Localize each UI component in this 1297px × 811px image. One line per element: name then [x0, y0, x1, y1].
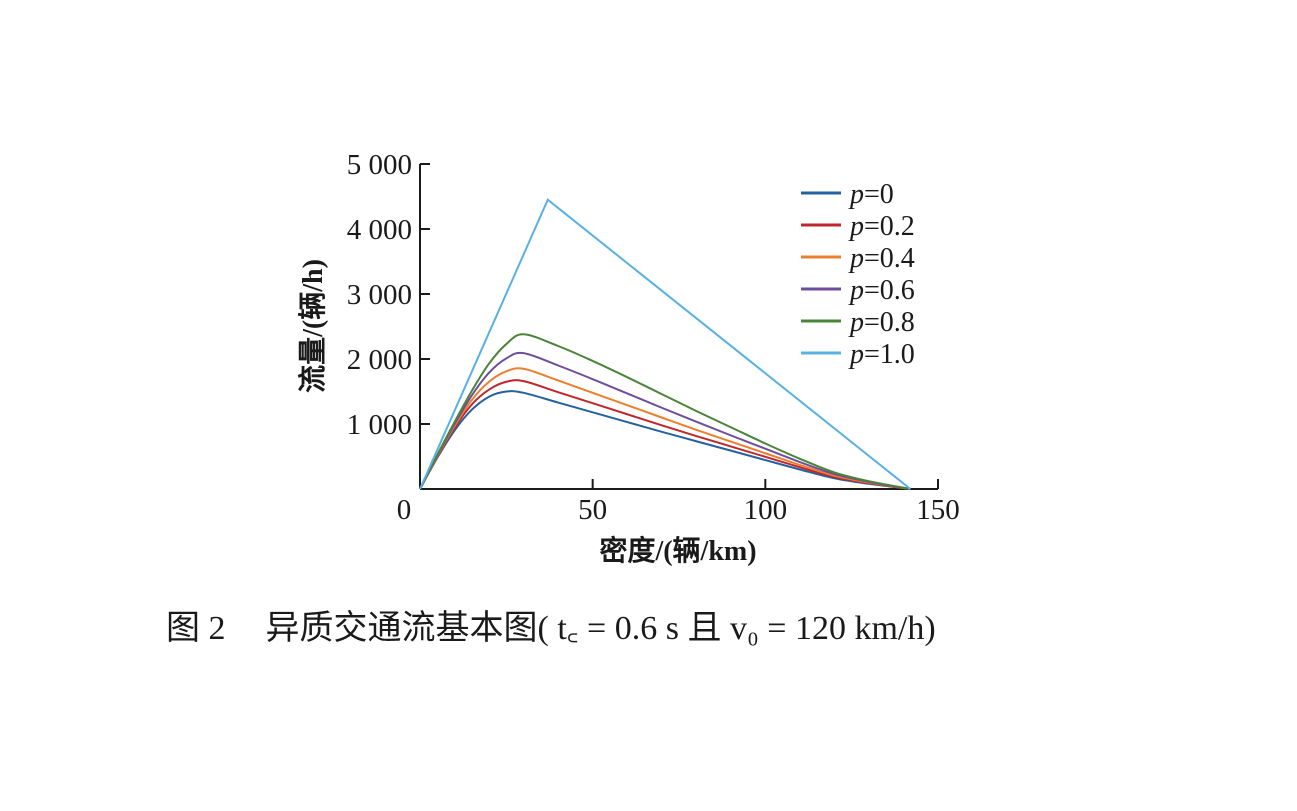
- legend-label: p=0.6: [848, 275, 915, 306]
- curves: [419, 198, 911, 490]
- legend-value: =0.6: [864, 275, 915, 306]
- legend-value: =0.2: [864, 211, 915, 242]
- series-line: [419, 367, 911, 490]
- legend-value: =0: [864, 179, 894, 210]
- legend-var: p: [848, 275, 864, 306]
- legend-var: p: [848, 243, 864, 274]
- series-line: [419, 333, 911, 490]
- x-tick-label: 50: [578, 494, 607, 526]
- y-tick-label: 1 000: [347, 409, 412, 441]
- axes: 1 000 2 000 3 000 4 000 5 000 0 50 100 150: [347, 149, 960, 526]
- series-line: [419, 351, 911, 490]
- legend-label: p=0: [848, 179, 894, 210]
- series-line: [419, 379, 911, 490]
- x-axis-title: 密度/(辆/km): [599, 534, 756, 567]
- caption-params: ( t꜀ = 0.6 s 且 v₀ = 120 km/h): [537, 610, 936, 647]
- legend-label: p=0.4: [848, 243, 915, 274]
- series-line: [419, 390, 911, 490]
- caption-title: 异质交通流基本图: [265, 610, 538, 647]
- legend-label: p=0.2: [848, 211, 915, 242]
- legend-label: p=0.8: [848, 307, 915, 338]
- series-line: [419, 198, 911, 490]
- legend-var: p: [848, 339, 864, 370]
- y-tick-label: 3 000: [347, 279, 412, 311]
- x-tick-label: 100: [744, 494, 788, 526]
- legend-var: p: [848, 307, 864, 338]
- legend-value: =0.8: [864, 307, 915, 338]
- legend-var: p: [848, 211, 864, 242]
- y-tick-label: 4 000: [347, 214, 412, 246]
- caption-number: 图 2: [166, 610, 226, 647]
- legend-var: p: [848, 179, 864, 210]
- x-tick-label: 150: [916, 494, 960, 526]
- legend-value: =0.4: [864, 243, 915, 274]
- legend-label: p=1.0: [848, 339, 915, 370]
- y-tick-label: 5 000: [347, 149, 412, 181]
- x-tick-label: 0: [397, 494, 412, 526]
- legend: p=0p=0.2p=0.4p=0.6p=0.8p=1.0: [801, 179, 915, 370]
- figure-caption: 图 2 异质交通流基本图( t꜀ = 0.6 s 且 v₀ = 120 km/h): [0, 600, 1297, 649]
- legend-value: =1.0: [864, 339, 915, 370]
- y-tick-label: 2 000: [347, 344, 412, 376]
- y-axis-title: 流量/(辆/h): [297, 259, 329, 393]
